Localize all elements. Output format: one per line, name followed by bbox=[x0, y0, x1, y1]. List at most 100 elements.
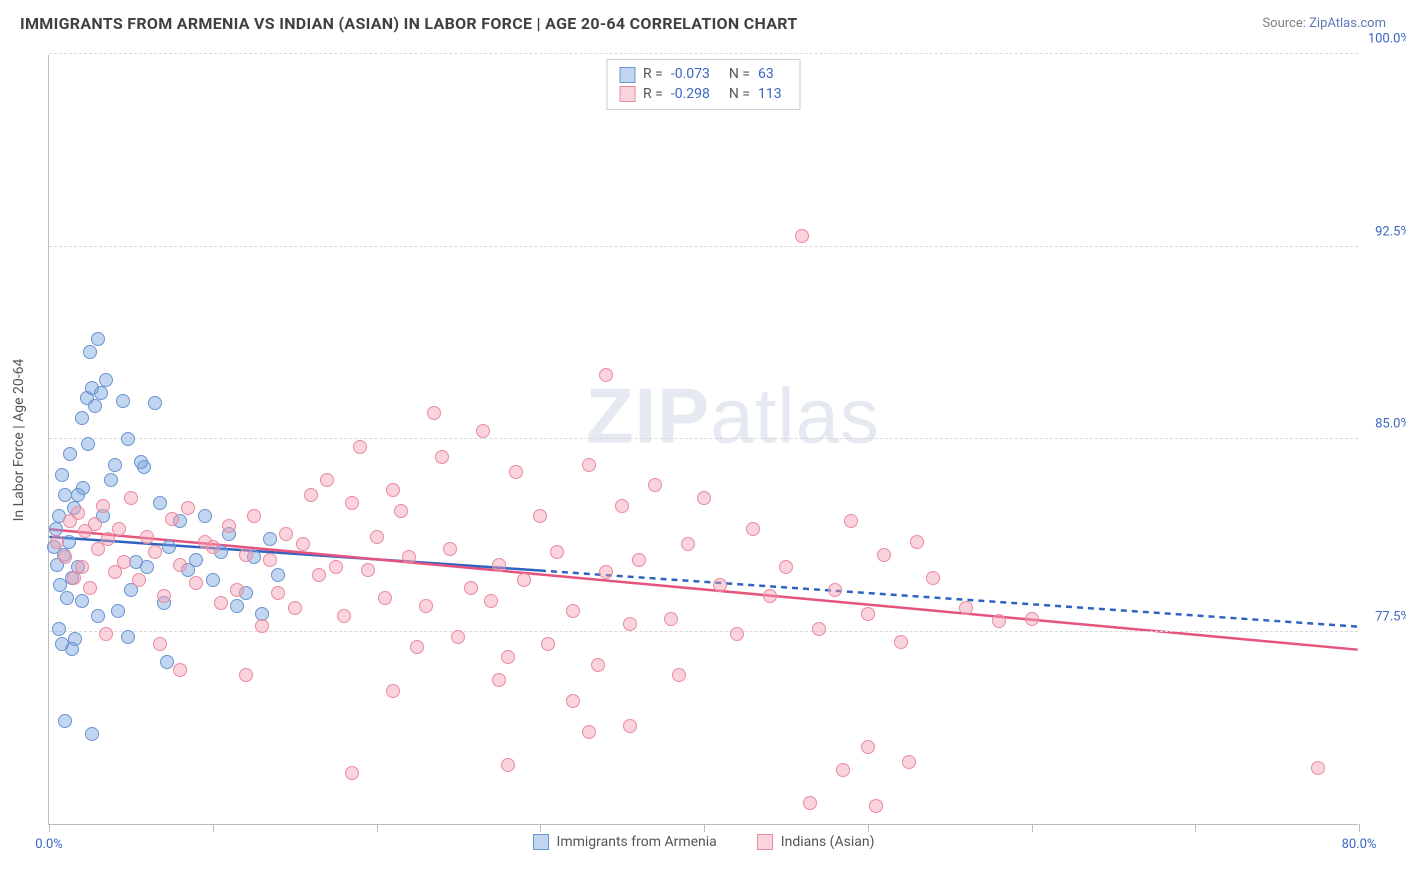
scatter-point bbox=[541, 637, 555, 651]
scatter-point bbox=[795, 229, 809, 243]
scatter-point bbox=[836, 763, 850, 777]
scatter-point bbox=[443, 542, 457, 556]
scatter-point bbox=[81, 437, 95, 451]
scatter-point bbox=[582, 458, 596, 472]
scatter-point bbox=[501, 758, 515, 772]
scatter-point bbox=[63, 447, 77, 461]
stat-r-value: -0.298 bbox=[671, 85, 721, 105]
scatter-point bbox=[75, 594, 89, 608]
scatter-point bbox=[803, 796, 817, 810]
scatter-point bbox=[1311, 761, 1325, 775]
scatter-point bbox=[476, 424, 490, 438]
scatter-point bbox=[55, 468, 69, 482]
chart-header: IMMIGRANTS FROM ARMENIA VS INDIAN (ASIAN… bbox=[20, 14, 1386, 33]
scatter-point bbox=[189, 576, 203, 590]
scatter-point bbox=[992, 614, 1006, 628]
source-link[interactable]: ZipAtlas.com bbox=[1309, 16, 1386, 31]
scatter-point bbox=[312, 568, 326, 582]
scatter-point bbox=[623, 719, 637, 733]
scatter-point bbox=[75, 560, 89, 574]
scatter-point bbox=[88, 517, 102, 531]
scatter-point bbox=[582, 725, 596, 739]
scatter-point bbox=[160, 655, 174, 669]
scatter-point bbox=[181, 501, 195, 515]
scatter-point bbox=[55, 637, 69, 651]
scatter-point bbox=[345, 766, 359, 780]
scatter-point bbox=[296, 537, 310, 551]
scatter-point bbox=[52, 622, 66, 636]
scatter-point bbox=[83, 581, 97, 595]
legend-swatch bbox=[757, 834, 773, 850]
scatter-point bbox=[50, 535, 64, 549]
scatter-point bbox=[58, 714, 72, 728]
scatter-point bbox=[111, 604, 125, 618]
scatter-point bbox=[746, 522, 760, 536]
x-tick bbox=[1195, 824, 1196, 832]
scatter-point bbox=[255, 619, 269, 633]
scatter-point bbox=[861, 607, 875, 621]
scatter-point bbox=[124, 491, 138, 505]
stat-n-label: N = bbox=[729, 65, 750, 85]
scatter-point bbox=[763, 589, 777, 603]
gridline bbox=[49, 438, 1358, 439]
stat-r-value: -0.073 bbox=[671, 65, 721, 85]
legend-label: Indians (Asian) bbox=[781, 834, 875, 850]
scatter-point bbox=[99, 373, 113, 387]
scatter-point bbox=[121, 630, 135, 644]
scatter-point bbox=[71, 488, 85, 502]
scatter-point bbox=[730, 627, 744, 641]
scatter-point bbox=[157, 589, 171, 603]
scatter-point bbox=[894, 635, 908, 649]
scatter-point bbox=[517, 573, 531, 587]
scatter-point bbox=[427, 406, 441, 420]
x-tick bbox=[49, 824, 50, 832]
x-tick bbox=[1359, 824, 1360, 832]
scatter-point bbox=[162, 540, 176, 554]
scatter-point bbox=[484, 594, 498, 608]
legend-label: Immigrants from Armenia bbox=[557, 834, 717, 850]
scatter-point bbox=[132, 573, 146, 587]
scatter-point bbox=[464, 581, 478, 595]
scatter-point bbox=[239, 668, 253, 682]
scatter-point bbox=[88, 399, 102, 413]
source-label: Source: bbox=[1262, 16, 1305, 31]
y-tick-label: 85.0% bbox=[1375, 417, 1406, 432]
scatter-point bbox=[153, 496, 167, 510]
scatter-point bbox=[230, 583, 244, 597]
scatter-point bbox=[206, 540, 220, 554]
scatter-point bbox=[672, 668, 686, 682]
x-tick-label: 0.0% bbox=[35, 837, 63, 852]
scatter-point bbox=[271, 568, 285, 582]
x-tick bbox=[868, 824, 869, 832]
scatter-point bbox=[271, 586, 285, 600]
trend-lines bbox=[49, 55, 1358, 824]
legend-item: Indians (Asian) bbox=[757, 834, 875, 850]
scatter-point bbox=[173, 558, 187, 572]
scatter-point bbox=[451, 630, 465, 644]
scatter-point bbox=[60, 591, 74, 605]
scatter-point bbox=[91, 332, 105, 346]
stat-n-label: N = bbox=[729, 85, 750, 105]
scatter-point bbox=[550, 545, 564, 559]
scatter-point bbox=[869, 799, 883, 813]
scatter-point bbox=[378, 591, 392, 605]
stat-r-label: R = bbox=[643, 85, 663, 105]
scatter-point bbox=[337, 609, 351, 623]
scatter-point bbox=[492, 673, 506, 687]
scatter-point bbox=[435, 450, 449, 464]
scatter-point bbox=[697, 491, 711, 505]
scatter-point bbox=[91, 609, 105, 623]
scatter-point bbox=[58, 550, 72, 564]
scatter-point bbox=[148, 545, 162, 559]
scatter-point bbox=[134, 455, 148, 469]
scatter-point bbox=[902, 755, 916, 769]
correlation-stats-box: R = -0.073N = 63R = -0.298N = 113 bbox=[606, 59, 801, 110]
scatter-point bbox=[361, 563, 375, 577]
scatter-point bbox=[117, 555, 131, 569]
scatter-point bbox=[648, 478, 662, 492]
scatter-point bbox=[104, 473, 118, 487]
scatter-point bbox=[812, 622, 826, 636]
scatter-point bbox=[370, 530, 384, 544]
scatter-point bbox=[926, 571, 940, 585]
stats-row: R = -0.073N = 63 bbox=[619, 65, 788, 85]
